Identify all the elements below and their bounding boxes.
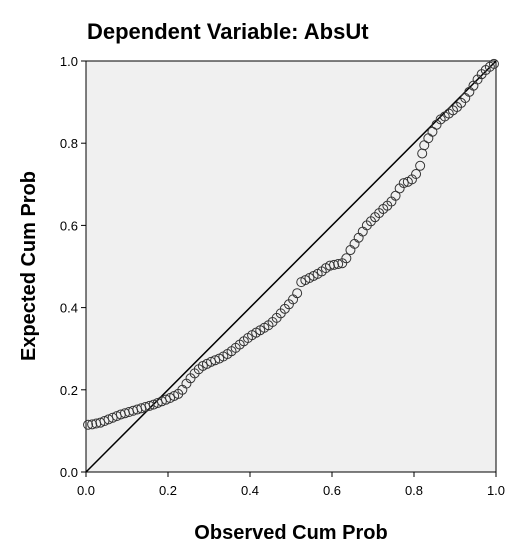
x-tick-label: 0.8 — [405, 483, 423, 498]
data-point — [333, 259, 344, 270]
x-tick-label: 1.0 — [487, 483, 505, 498]
data-points — [83, 58, 499, 430]
data-point — [390, 190, 401, 201]
data-point — [324, 260, 335, 271]
y-tick-label: 0.8 — [60, 136, 78, 151]
data-point — [83, 419, 94, 430]
y-tick-label: 0.4 — [60, 301, 78, 316]
chart-title: Dependent Variable: AbsUt — [87, 19, 369, 44]
axis-ticks: 0.0 0.2 0.4 0.6 0.8 1.0 0.0 0.2 0.4 0.6 0.8 1.0 — [60, 54, 505, 498]
y-tick-label: 0.2 — [60, 383, 78, 398]
data-point — [292, 288, 303, 299]
data-point — [411, 169, 422, 180]
x-tick-label: 0.4 — [241, 483, 259, 498]
y-axis-label: Expected Cum Prob — [18, 171, 40, 361]
data-point — [341, 253, 352, 264]
reference-line — [85, 60, 497, 473]
y-tick-label: 0.0 — [60, 465, 78, 480]
x-axis-label: Observed Cum Prob — [194, 522, 387, 544]
y-tick-label: 0.6 — [60, 218, 78, 233]
x-tick-label: 0.6 — [323, 483, 341, 498]
data-point — [398, 178, 409, 189]
x-tick-label: 0.0 — [77, 483, 95, 498]
data-point — [329, 259, 340, 270]
data-point — [415, 160, 426, 171]
data-point — [87, 419, 98, 430]
y-tick-label: 1.0 — [60, 54, 78, 69]
x-tick-label: 0.2 — [159, 483, 177, 498]
data-point — [488, 58, 499, 69]
